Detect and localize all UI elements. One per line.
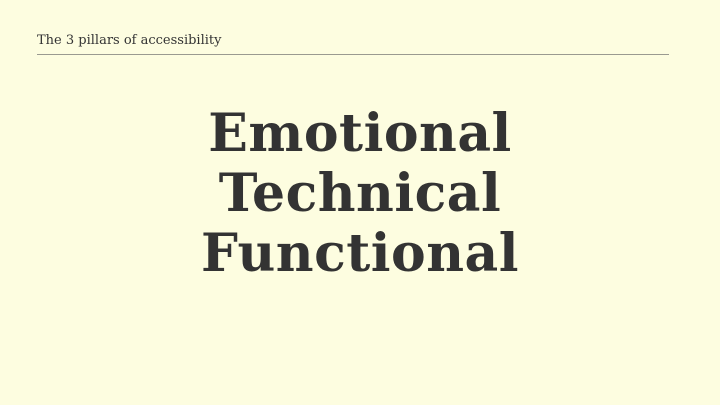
- slide-header: The 3 pillars of accessibility: [37, 33, 669, 55]
- slide-header-title: The 3 pillars of accessibility: [37, 33, 222, 48]
- pillar-technical: Technical: [218, 163, 502, 224]
- pillar-emotional: Emotional: [208, 103, 512, 164]
- pillar-functional: Functional: [201, 223, 519, 284]
- pillars-list: Emotional Technical Functional: [0, 104, 720, 284]
